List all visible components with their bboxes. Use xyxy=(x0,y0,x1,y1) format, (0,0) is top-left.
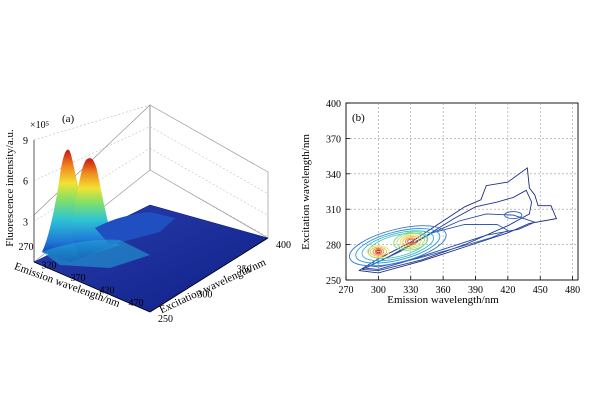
panel-b-y-axis-label: Excitation wavelength/nm xyxy=(300,134,312,250)
a-x-tick-label: 470 xyxy=(129,298,144,309)
a-wall-gridline xyxy=(33,104,151,141)
b-y-tick-label: 370 xyxy=(326,134,341,145)
b-contour-ring xyxy=(404,237,417,245)
panel-b-x-axis-label: Emission wavelength/nm xyxy=(387,294,499,306)
b-x-tick-label: 330 xyxy=(403,285,418,296)
b-contour-ring xyxy=(407,238,415,244)
a-y-tick-label: 400 xyxy=(276,240,291,251)
b-contour-ring xyxy=(374,249,383,255)
b-x-tick-label: 300 xyxy=(371,285,386,296)
a-z-tick-label: 6 xyxy=(23,177,28,188)
panel-b-label: (b) xyxy=(352,112,365,124)
a-wall-gridline xyxy=(149,148,269,216)
b-contour-ring xyxy=(399,234,422,248)
b-contour-ring xyxy=(402,235,420,247)
a-wall-gridline xyxy=(149,169,269,238)
b-y-tick-label: 340 xyxy=(326,170,341,181)
panel-b-contour-lines xyxy=(349,167,558,274)
b-contour-ring xyxy=(369,246,387,257)
b-x-tick-label: 450 xyxy=(533,285,548,296)
b-contour-line xyxy=(358,167,558,274)
b-x-tick-label: 270 xyxy=(339,285,354,296)
a-wall-gridline xyxy=(149,126,269,194)
b-contour-ring xyxy=(367,232,428,259)
b-contour-ring xyxy=(355,228,441,264)
b-contour-ring xyxy=(396,233,426,250)
a-z-tick-label: 9 xyxy=(23,136,28,147)
front-edge-emission xyxy=(33,261,151,313)
a-wall-gridline xyxy=(149,104,269,173)
panel-b-grid xyxy=(346,103,578,280)
b-contour-ring xyxy=(372,247,385,256)
a-z-tick-label: 3 xyxy=(23,217,28,228)
a-x-tick-label: 270 xyxy=(19,242,34,253)
a-wall-gridline xyxy=(33,126,151,181)
b-x-tick-label: 480 xyxy=(565,285,580,296)
front-edge-excitation xyxy=(149,237,269,313)
b-contour-ring xyxy=(504,211,523,220)
a-y-tick-label: 350 xyxy=(237,265,252,276)
b-contour-ring xyxy=(361,230,434,262)
panel-b-plot-frame xyxy=(345,102,579,281)
panel-a-y-ticks: 250 300 350 400 xyxy=(158,240,291,325)
b-y-tick-label: 310 xyxy=(326,205,341,216)
panel-a-x-ticks: 270 320 370 420 470 xyxy=(19,242,144,309)
panel-a-label: (a) xyxy=(62,113,75,125)
b-y-tick-label: 400 xyxy=(326,99,341,110)
surface-ridge xyxy=(95,212,175,245)
b-contour-ring xyxy=(367,245,390,259)
b-y-tick-label: 250 xyxy=(326,276,341,287)
surface-shoulder xyxy=(42,239,150,268)
b-x-tick-label: 420 xyxy=(500,285,515,296)
b-contour-ring xyxy=(393,231,429,251)
b-x-tick-label: 360 xyxy=(436,285,451,296)
panel-b-y-ticks: 250 280 310 340 370 400 xyxy=(326,99,350,287)
b-contour-line xyxy=(362,189,533,272)
b-y-tick-label: 280 xyxy=(326,241,341,252)
panel-b-x-ticks: 270 300 330 360 390 420 450 480 xyxy=(339,276,580,296)
a-x-tick-label: 320 xyxy=(42,261,57,272)
panel-a-3d-surface: (a) ×10⁵ 3 6 9 270 320 370 420 470 250 300 350 40… xyxy=(4,104,291,325)
a-y-tick-label: 250 xyxy=(158,314,173,325)
a-x-tick-label: 370 xyxy=(71,273,86,284)
panel-a-scale-label: ×10⁵ xyxy=(30,120,49,131)
panel-a-z-ticks: 3 6 9 xyxy=(23,136,28,228)
b-x-tick-label: 390 xyxy=(468,285,483,296)
panel-b-contour: 270 300 330 360 390 420 450 480 250 280 310 340 370… xyxy=(300,99,580,306)
a-y-tick-label: 300 xyxy=(197,289,212,300)
b-contour-ring xyxy=(376,250,381,254)
panel-a-z-axis-label: Fluorescence intensity/a.u. xyxy=(4,129,16,247)
b-contour-ring xyxy=(349,225,447,267)
a-x-tick-label: 420 xyxy=(100,286,115,297)
